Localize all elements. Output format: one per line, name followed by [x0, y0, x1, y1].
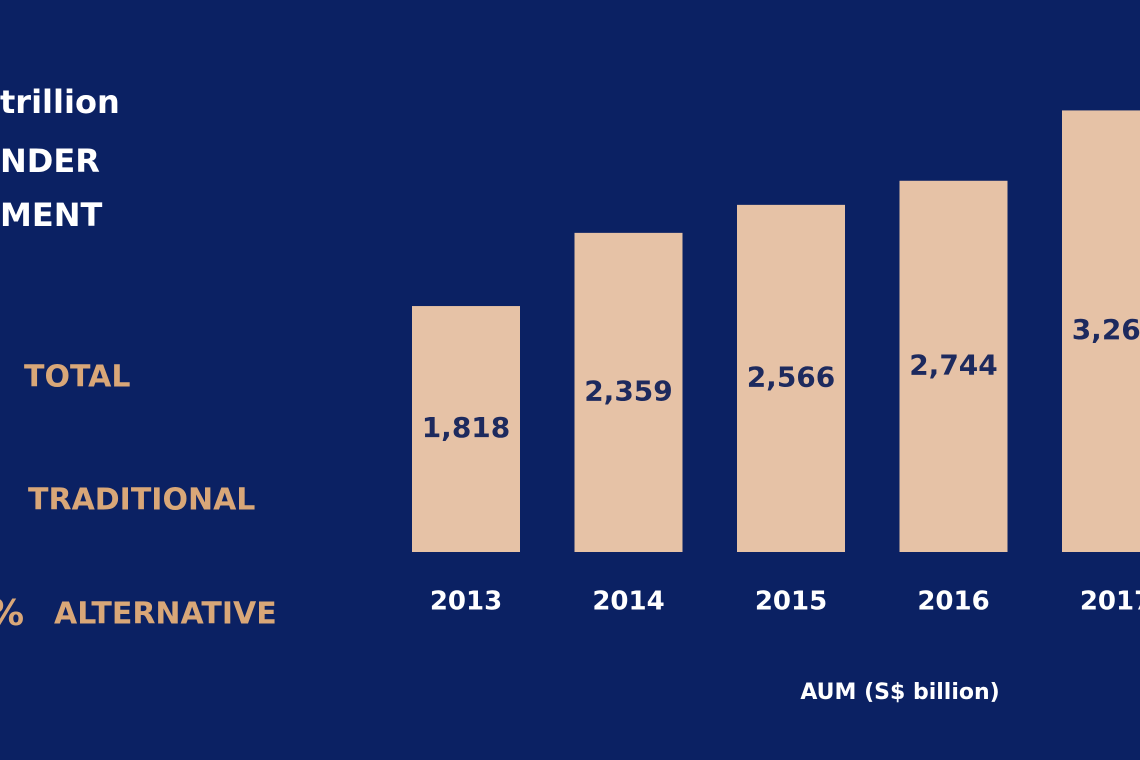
- x-tick-label: 2016: [917, 587, 989, 617]
- x-axis-label: AUM (S$ billion): [800, 680, 999, 705]
- bar: [1062, 110, 1140, 552]
- value-label: 1,818: [422, 411, 511, 444]
- bar: [737, 204, 845, 552]
- x-tick-label: 2013: [430, 587, 502, 617]
- annotation: TRADITIONAL: [28, 483, 255, 518]
- bar: [412, 306, 520, 552]
- value-label: 3,264: [1072, 313, 1140, 346]
- annotation: TOTAL: [24, 360, 130, 395]
- annotation: ALTERNATIVE: [54, 597, 277, 632]
- x-tick-label: 2017: [1080, 587, 1140, 617]
- annotation: NDER: [0, 142, 100, 180]
- bar: [574, 232, 683, 552]
- annotation: MENT: [0, 196, 102, 234]
- annotation: %: [0, 593, 24, 634]
- x-tick-label: 2015: [755, 587, 827, 617]
- value-label: 2,359: [584, 374, 673, 407]
- bar: [899, 180, 1008, 552]
- value-label: 2,566: [747, 360, 836, 393]
- x-tick-label: 2014: [592, 587, 664, 617]
- value-label: 2,744: [909, 348, 998, 381]
- annotation: trillion: [0, 83, 120, 121]
